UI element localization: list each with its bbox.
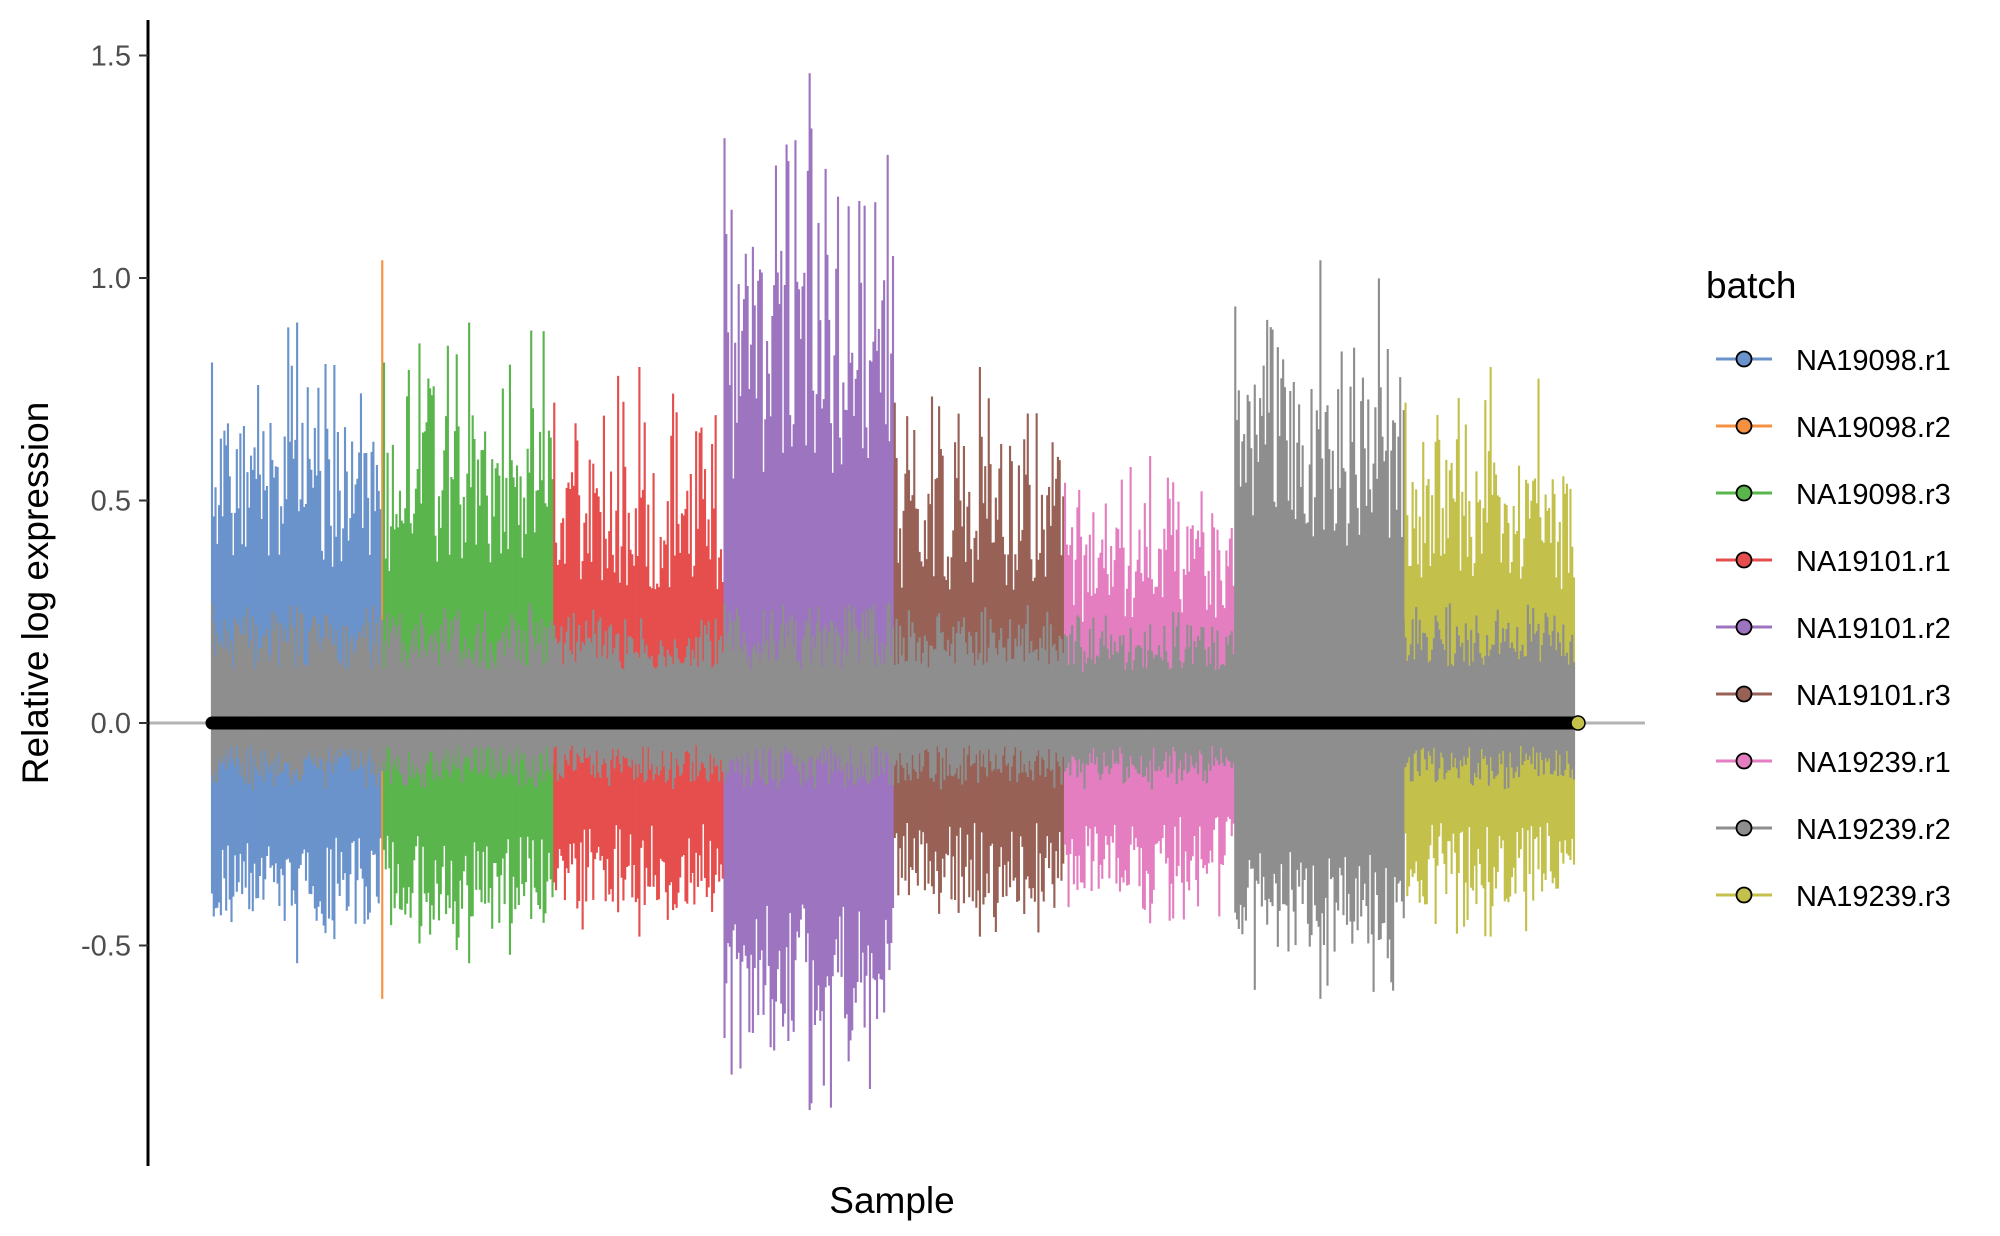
legend-key-point <box>1735 752 1753 770</box>
legend-label: NA19239.r1 <box>1796 747 1951 779</box>
last-sample-median-point <box>1570 715 1586 731</box>
legend-label: NA19098.r1 <box>1796 345 1951 377</box>
x-axis-title: Sample <box>829 1180 954 1221</box>
legend-item: NA19098.r2 <box>1716 412 1951 444</box>
legend-key-point <box>1735 618 1753 636</box>
y-tick-label: -0.5 <box>81 931 131 963</box>
legend-label: NA19101.r3 <box>1796 680 1951 712</box>
legend-key-point <box>1735 484 1753 502</box>
legend-item: NA19239.r1 <box>1716 747 1951 779</box>
legend-label: NA19239.r3 <box>1796 881 1951 913</box>
legend-key-point <box>1735 685 1753 703</box>
legend-title: batch <box>1706 265 1797 306</box>
legend-item: NA19239.r2 <box>1716 814 1951 846</box>
legend-key-point <box>1735 551 1753 569</box>
legend-key-point <box>1735 886 1753 904</box>
legend-key-point <box>1735 819 1753 837</box>
whiskers-layer <box>210 73 1576 1111</box>
y-axis: 1.5 1.0 0.5 0.0 -0.5 <box>81 20 150 1166</box>
legend-key-point <box>1735 417 1753 435</box>
y-tick-label: 0.5 <box>91 486 131 518</box>
y-tick-label: 1.0 <box>91 263 131 295</box>
median-layer <box>205 715 1586 731</box>
legend-item: NA19098.r3 <box>1716 479 1951 511</box>
legend-item: NA19098.r1 <box>1716 345 1951 377</box>
y-tick-label: 1.5 <box>91 41 131 73</box>
plot-area <box>148 73 1645 1111</box>
legend-label: NA19101.r2 <box>1796 613 1951 645</box>
legend-label: NA19101.r1 <box>1796 546 1951 578</box>
legend-item: NA19101.r2 <box>1716 613 1951 645</box>
legend-item: NA19101.r3 <box>1716 680 1951 712</box>
legend-key-point <box>1735 350 1753 368</box>
legend-item: NA19101.r1 <box>1716 546 1951 578</box>
legend-item: NA19239.r3 <box>1716 881 1951 913</box>
y-tick-label: 0.0 <box>91 708 131 740</box>
legend-label: NA19239.r2 <box>1796 814 1951 846</box>
legend-label: NA19098.r2 <box>1796 412 1951 444</box>
y-axis-title: Relative log expression <box>15 402 56 785</box>
legend-label: NA19098.r3 <box>1796 479 1951 511</box>
legend: batch NA19098.r1 NA19098.r2 NA19098.r3 NA19… <box>1706 265 1951 913</box>
boxes-layer <box>210 603 1576 790</box>
